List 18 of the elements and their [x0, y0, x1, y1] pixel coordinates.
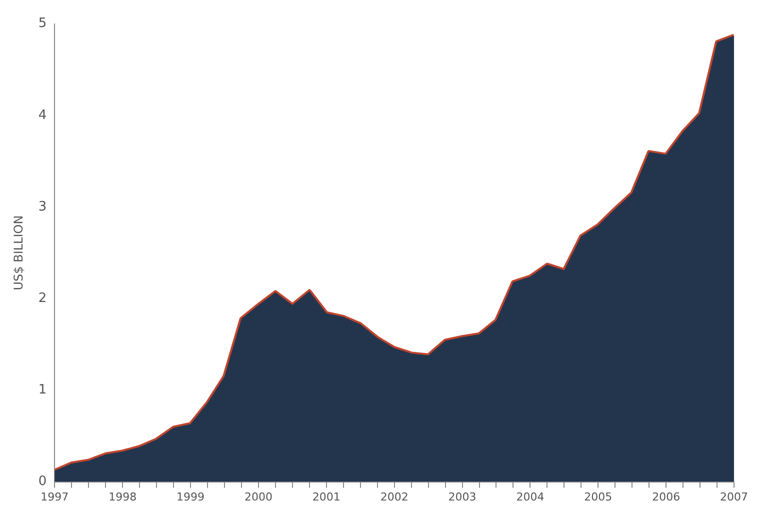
x-tick-label: 2000: [244, 490, 272, 504]
x-tick-label: 2002: [380, 490, 408, 504]
x-tick-label: 2003: [448, 490, 476, 504]
x-tick-label: 2005: [584, 490, 612, 504]
x-tick-label: 2006: [652, 490, 680, 504]
y-tick-label: 4: [38, 108, 47, 123]
x-tick-label: 1997: [40, 490, 69, 504]
y-tick-label: 3: [38, 199, 47, 214]
y-axis-title: US$ BILLION: [11, 215, 26, 290]
x-tick-label: 1999: [176, 490, 205, 504]
x-tick-label: 2007: [720, 490, 748, 504]
y-tick-label: 1: [38, 382, 47, 398]
x-tick-label: 2001: [312, 490, 340, 504]
y-tick-label: 5: [38, 16, 47, 32]
y-tick-label: 0: [38, 474, 47, 490]
x-tick-label: 1998: [108, 490, 137, 504]
y-tick-label: 2: [38, 290, 47, 306]
x-tick-label: 2004: [516, 490, 544, 504]
